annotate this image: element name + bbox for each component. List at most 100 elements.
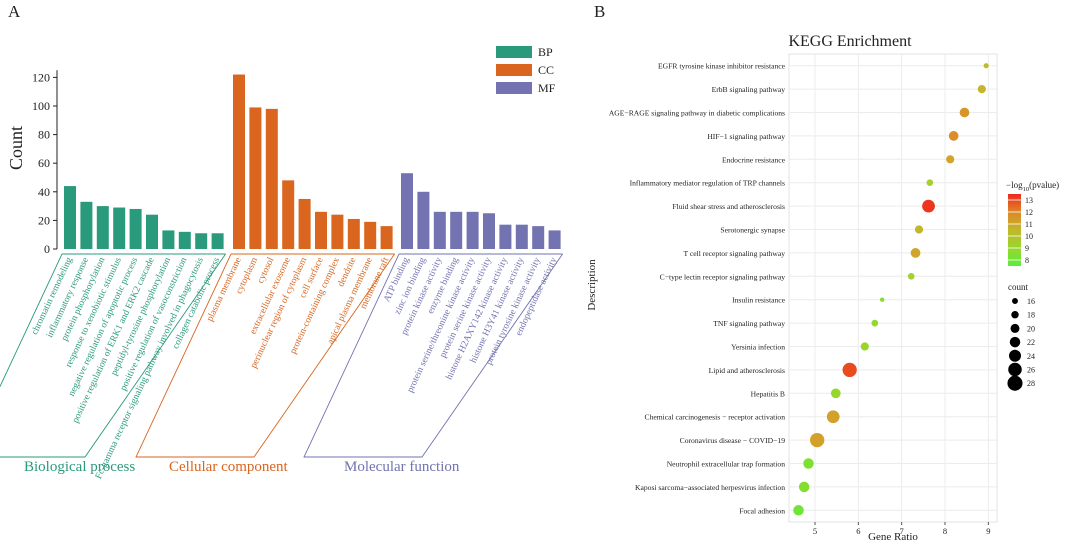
panel-a-y-tick-label: 0 — [44, 242, 50, 256]
bar-mf-zinc-ion-binding — [417, 191, 430, 249]
term-label-focal-adhesion: Focal adhesion — [739, 506, 785, 515]
size-legend-dot — [1009, 336, 1021, 348]
panel-a-group-brackets: Biological process Cellular component Mole… — [0, 253, 563, 475]
legend-label-mf: MF — [538, 81, 556, 95]
group-label-molecular-function: Molecular function — [344, 459, 460, 475]
panel-b-plot-area — [788, 53, 998, 523]
size-legend-label: 28 — [1027, 379, 1035, 388]
bar-bp-positive-regulation-of-vasoconstriction — [178, 231, 191, 249]
point-fluid-shear-stress-and-atherosclerosis — [922, 199, 935, 213]
term-label-lipid-and-atherosclerosis: Lipid and atherosclerosis — [709, 366, 785, 375]
color-legend-title: −log10(pvalue) — [1006, 180, 1059, 193]
panel-a-y-axis-label: Count — [6, 126, 26, 170]
bar-bp-protein-phosphorylation — [96, 206, 109, 249]
panel-a-y-tick-label: 40 — [38, 185, 50, 199]
term-label-c-type-lectin-receptor-signaling-pathway: C−type lectin receptor signaling pathway — [660, 272, 786, 281]
panel-b-points — [793, 63, 989, 516]
point-neutrophil-extracellular-trap-formation — [803, 458, 814, 469]
size-legend-dot — [1010, 323, 1020, 333]
bar-mf-protein-tyrosine-kinase-activity — [532, 226, 545, 249]
term-label-fluid-shear-stress-and-atherosclerosis: Fluid shear stress and atherosclerosis — [672, 202, 785, 211]
term-label-endocrine-resistance: Endocrine resistance — [722, 155, 786, 164]
panel-b-x-axis-label: Gene Ratio — [868, 531, 918, 543]
term-label-serotonergic-synapse: Serotonergic synapse — [720, 226, 785, 235]
bar-cc-apical-plasma-membrane — [364, 221, 377, 249]
size-legend-title: count — [1008, 282, 1028, 292]
color-legend-tick-label: 11 — [1025, 220, 1033, 229]
panel-b-x-tick-label: 7 — [900, 526, 904, 536]
bar-cc-cell-surface — [315, 211, 327, 249]
term-label-egfr-tyrosine-kinase-inhibitor-resistance: EGFR tyrosine kinase inhibitor resistanc… — [658, 62, 786, 71]
panel-b-title: KEGG Enrichment — [788, 33, 912, 50]
bar-mf-protein-kinase-activity — [433, 211, 446, 249]
panel-a-y-tick-label: 100 — [32, 99, 50, 113]
panel-b-color-legend: −log10(pvalue) 8 9 10 11 12 13 — [1006, 180, 1059, 266]
bar-mf-endopeptidase-activity — [548, 230, 561, 249]
bar-cc-extracellular-exosome — [282, 180, 295, 249]
group-bracket-biological-process — [0, 253, 226, 458]
group-label-biological-process: Biological process — [24, 459, 135, 475]
panel-b-letter: B — [594, 2, 605, 21]
legend-swatch-mf — [496, 82, 532, 94]
point-chemical-carcinogenesis-receptor-activation — [826, 410, 840, 424]
panel-b-kegg-dot-plot: B KEGG Enrichment EGFR tyrosine kinase i… — [586, 2, 1059, 543]
bar-mf-atp-binding — [401, 173, 413, 249]
point-yersinia-infection — [860, 342, 869, 351]
group-bracket-molecular-function — [303, 253, 563, 458]
bar-cc-plasma-membrane — [233, 74, 245, 249]
size-legend-dot — [1009, 349, 1021, 362]
color-legend-tick-label: 13 — [1025, 196, 1033, 205]
size-legend-label: 22 — [1027, 338, 1035, 347]
point-age-rage-signaling-pathway-in-diabetic-complications — [959, 107, 970, 118]
term-label-age-rage-signaling-pathway-in-diabetic-complications: AGE−RAGE signaling pathway in diabetic c… — [609, 109, 785, 118]
panel-b-x-tick-label: 9 — [986, 526, 990, 536]
panel-a-y-tick-label: 60 — [38, 156, 50, 170]
size-legend-dot — [1007, 375, 1023, 391]
panel-b-size-legend: count 16 18 20 22 24 26 28 — [1007, 282, 1035, 391]
color-legend-bar — [1008, 194, 1021, 266]
term-label-t-cell-receptor-signaling-pathway: T cell receptor signaling pathway — [684, 249, 786, 258]
term-label-insulin-resistance: Insulin resistance — [732, 296, 786, 305]
bar-bp-positive-regulation-of-erk1-and-erk2-cascade — [146, 214, 158, 249]
bar-mf-protein-serine-kinase-activity — [483, 213, 495, 249]
bar-cc-cytosol — [265, 108, 278, 249]
size-legend-label: 20 — [1027, 324, 1035, 333]
point-insulin-resistance — [879, 297, 885, 302]
panel-a-letter: A — [8, 2, 21, 21]
bar-mf-enzyme-binding — [450, 211, 463, 249]
point-serotonergic-synapse — [914, 225, 924, 234]
term-label-neutrophil-extracellular-trap-formation: Neutrophil extracellular trap formation — [667, 460, 785, 469]
term-label-chemical-carcinogenesis-receptor-activation: Chemical carcinogenesis − receptor activ… — [645, 413, 786, 422]
color-legend-tick-label: 9 — [1025, 244, 1029, 253]
size-legend-label: 26 — [1027, 366, 1035, 375]
panel-a-legend: BP CC MF — [496, 45, 556, 95]
term-label-hif-1-signaling-pathway: HIF−1 signaling pathway — [707, 132, 785, 141]
size-legend-dot — [1012, 298, 1018, 304]
panel-a-y-tick-label: 80 — [38, 128, 50, 142]
bar-bp-inflammatory-response — [80, 201, 93, 249]
size-legend-label: 24 — [1027, 352, 1035, 361]
point-t-cell-receptor-signaling-pathway — [910, 248, 921, 258]
color-legend-tick-label: 8 — [1025, 256, 1029, 265]
point-endocrine-resistance — [946, 155, 955, 164]
bar-bp-chromatin-remodeling — [64, 186, 76, 249]
point-kaposi-sarcoma-associated-herpesvirus-infection — [798, 481, 810, 493]
panel-b-term-labels: EGFR tyrosine kinase inhibitor resistanc… — [609, 62, 786, 516]
bar-cc-protein-containing-complex — [331, 214, 344, 249]
panel-a-y-tick-label: 20 — [38, 213, 50, 227]
point-inflammatory-mediator-regulation-of-trp-channels — [926, 179, 934, 187]
bar-bp-negative-regulation-of-apoptotic-process — [129, 208, 142, 249]
bar-cc-cytoplasm — [249, 107, 262, 250]
size-legend-label: 18 — [1027, 311, 1035, 320]
legend-label-cc: CC — [538, 63, 554, 77]
size-legend-dot — [1011, 310, 1019, 319]
color-legend-tick-label: 10 — [1025, 232, 1033, 241]
point-egfr-tyrosine-kinase-inhibitor-resistance — [983, 63, 989, 69]
bar-bp-fc-gamma-receptor-signaling-pathway-involved-in-phagocytosis — [195, 233, 208, 249]
bar-cc-perinuclear-region-of-cytoplasm — [298, 198, 311, 249]
legend-label-bp: BP — [538, 45, 553, 59]
term-label-coronavirus-disease-covid-19: Coronavirus disease − COVID−19 — [680, 436, 786, 445]
point-hif-1-signaling-pathway — [948, 131, 959, 141]
